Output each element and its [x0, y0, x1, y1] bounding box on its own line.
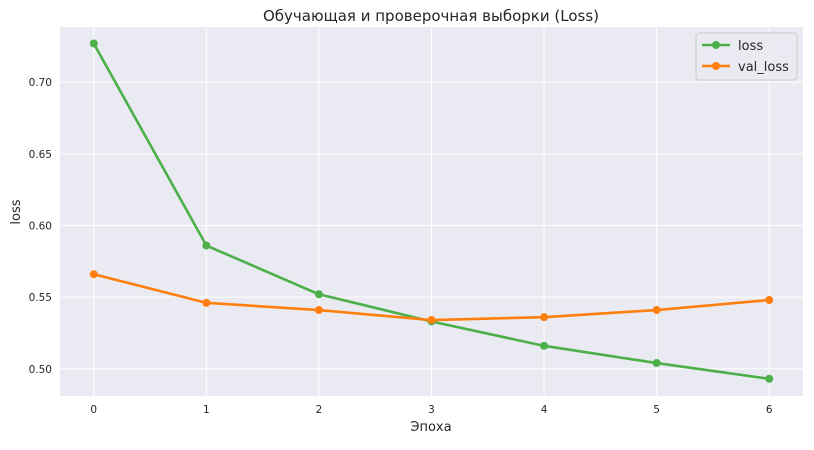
- data-point: [314, 290, 323, 299]
- data-point: [765, 374, 774, 383]
- legend-item-loss: loss: [702, 39, 763, 54]
- chart-title: Обучающая и проверочная выборки (Loss): [263, 7, 599, 25]
- data-point: [427, 316, 436, 325]
- data-point: [540, 313, 549, 322]
- x-axis-label: Эпоха: [410, 420, 451, 435]
- data-point: [89, 270, 98, 279]
- data-point: [202, 298, 211, 307]
- x-tick-label: 0: [90, 404, 97, 416]
- x-tick-label: 3: [428, 404, 435, 416]
- y-tick-label: 0.70: [29, 77, 52, 89]
- y-axis-label: loss: [9, 199, 24, 224]
- legend: loss val_loss: [695, 32, 798, 81]
- x-tick-label: 2: [316, 404, 323, 416]
- data-point: [202, 241, 211, 250]
- x-axis-ticks: 0 1 2 3 4 5 6: [90, 404, 772, 416]
- series-lines: [89, 39, 774, 383]
- legend-item-val-loss: val_loss: [702, 60, 789, 75]
- data-point: [540, 341, 549, 350]
- data-point: [652, 359, 661, 368]
- y-tick-label: 0.55: [29, 292, 52, 304]
- legend-marker-icon: [712, 62, 720, 70]
- series-val-loss: [89, 270, 774, 325]
- legend-label: val_loss: [738, 60, 789, 75]
- data-point: [89, 39, 98, 48]
- grid-lines: [60, 27, 803, 396]
- x-tick-label: 6: [766, 404, 773, 416]
- y-tick-label: 0.65: [29, 149, 52, 161]
- x-tick-label: 5: [653, 404, 660, 416]
- legend-label: loss: [738, 39, 763, 54]
- x-tick-label: 4: [541, 404, 548, 416]
- y-tick-label: 0.60: [29, 220, 52, 232]
- legend-marker-icon: [712, 41, 720, 49]
- data-point: [765, 295, 774, 304]
- data-point: [314, 306, 323, 315]
- x-tick-label: 1: [203, 404, 210, 416]
- y-axis-ticks: 0.50 0.55 0.60 0.65 0.70: [29, 77, 52, 376]
- data-point: [652, 306, 661, 315]
- y-tick-label: 0.50: [29, 364, 52, 376]
